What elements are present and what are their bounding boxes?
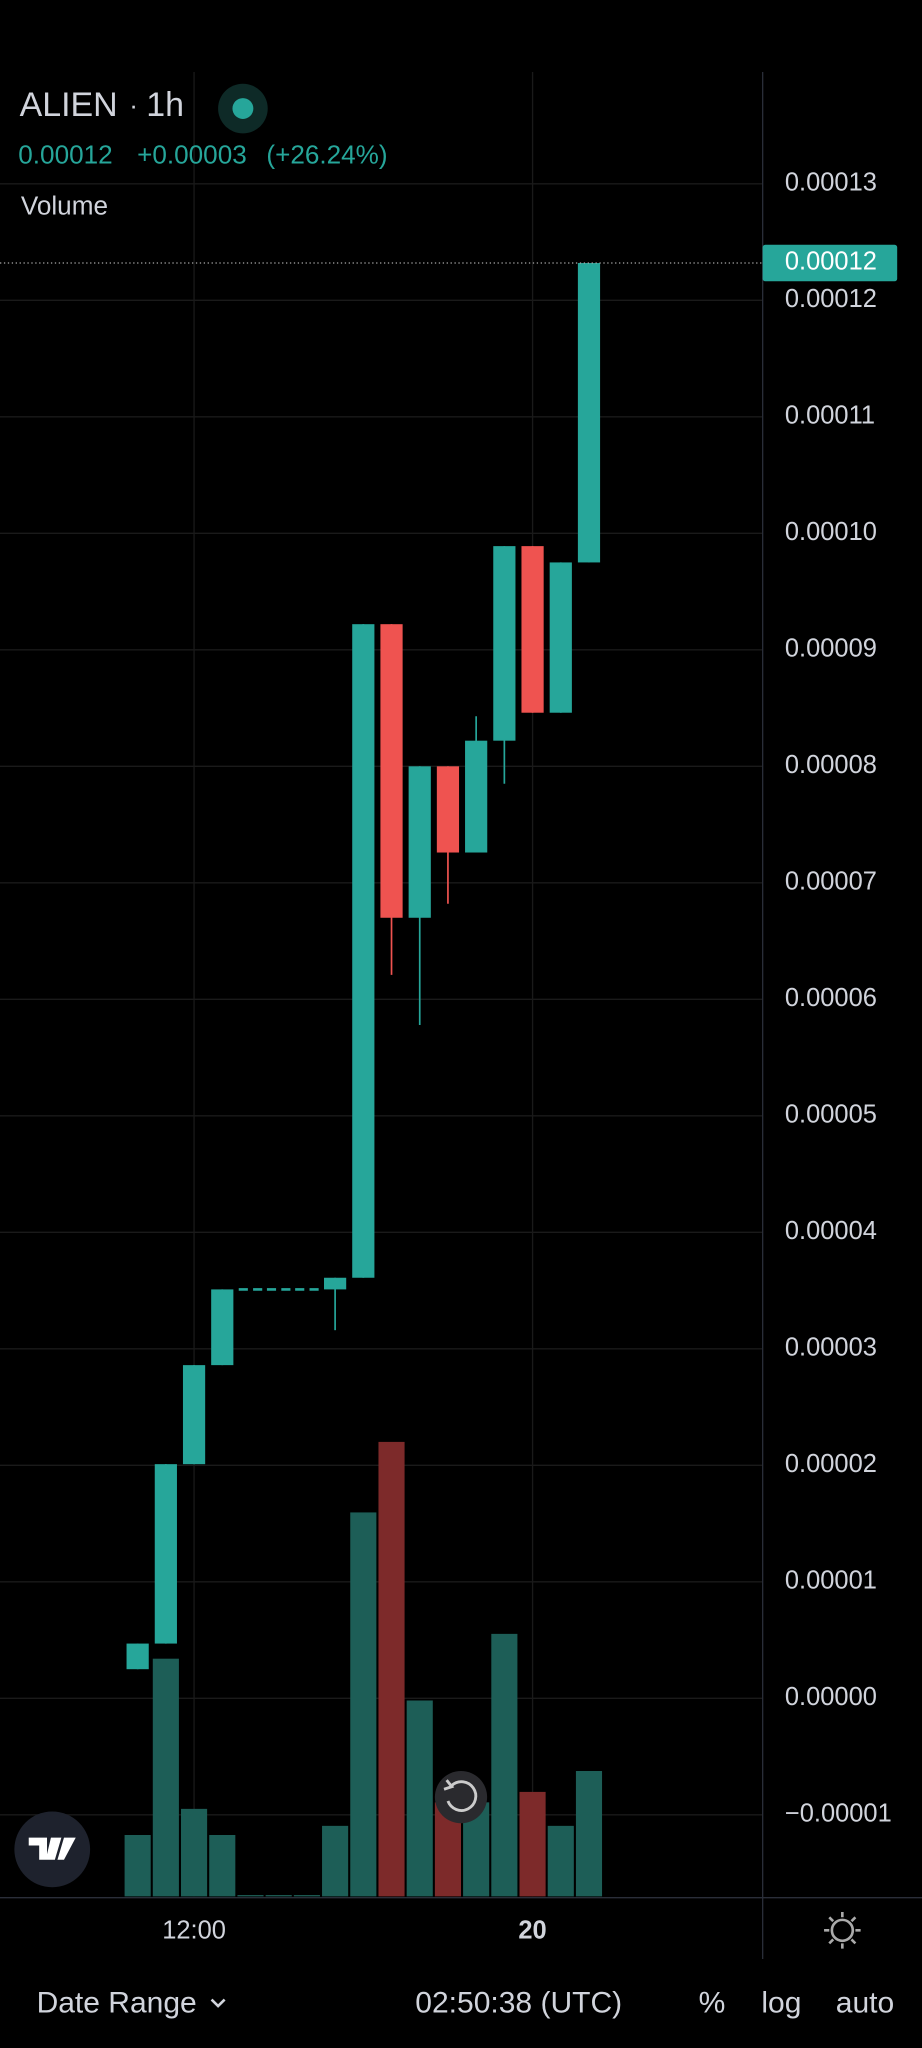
candle-body	[154, 1464, 177, 1644]
candle-body	[380, 624, 403, 918]
price: 0.00012	[18, 140, 112, 170]
volume-bar	[181, 1808, 208, 1897]
y-tick-label: 0.00003	[785, 1334, 877, 1362]
y-tick-label: 0.00010	[785, 518, 877, 546]
candle-body	[182, 1365, 206, 1465]
separator: ·	[129, 90, 138, 120]
change: +0.00003	[137, 140, 247, 170]
volume-bar	[293, 1895, 320, 1897]
volume-bar	[547, 1825, 574, 1897]
candle-body	[352, 624, 375, 1278]
candle-body	[549, 562, 572, 713]
volume-bar	[152, 1658, 179, 1897]
log-toggle[interactable]: log	[761, 1987, 801, 2020]
last-price-label: 0.00012	[785, 248, 877, 276]
interval[interactable]: 1h	[146, 86, 184, 124]
percent-toggle[interactable]: %	[699, 1987, 726, 2020]
candle-body	[465, 740, 488, 853]
y-tick-label: −0.00001	[785, 1800, 892, 1828]
logo-mark	[28, 1837, 76, 1860]
volume-bar	[237, 1895, 264, 1897]
reset-button[interactable]	[434, 1771, 488, 1824]
volume-bar	[124, 1834, 151, 1897]
y-tick-label: 0.00008	[785, 751, 877, 779]
y-tick-label: 0.00000	[785, 1683, 877, 1711]
y-tick-label: 0.00012	[785, 285, 877, 313]
volume-layer	[124, 1441, 603, 1897]
time[interactable]: 02:50:38 (UTC)	[415, 1987, 622, 2020]
candle-body	[408, 766, 431, 918]
candle-body	[211, 1289, 234, 1366]
date-range[interactable]: Date Range	[37, 1987, 197, 2020]
y-tick-label: 0.00001	[785, 1567, 877, 1595]
symbol[interactable]: ALIEN	[20, 86, 118, 124]
candle-body	[324, 1277, 347, 1290]
reset-icon	[443, 1779, 478, 1812]
volume-bar	[406, 1700, 433, 1897]
volume-bar	[209, 1834, 236, 1897]
indicator[interactable]: Volume	[21, 191, 108, 221]
volume-bar	[350, 1512, 377, 1897]
y-tick-label: 0.00013	[785, 169, 877, 197]
auto-toggle[interactable]: auto	[836, 1987, 894, 2020]
status-dot	[232, 98, 254, 119]
ticks: 0.00013 0.00012 0.00011 0.00010 0.00009 0.000…	[162, 169, 898, 1944]
settings-icon[interactable]	[824, 1912, 861, 1949]
y-tick-label: 0.00002	[785, 1450, 877, 1478]
volume-bar	[322, 1825, 349, 1897]
candle-body	[126, 1643, 149, 1670]
x-tick-label: 12:00	[162, 1916, 226, 1944]
chevron	[210, 1998, 226, 2008]
y-tick-label: 0.00009	[785, 635, 877, 663]
x-tick-label: 20	[518, 1916, 546, 1944]
volume-bar	[491, 1633, 518, 1897]
change-pct: (+26.24%)	[266, 140, 387, 170]
candle-body	[577, 263, 601, 563]
candle-body	[521, 546, 544, 713]
volume-bar	[575, 1771, 603, 1897]
y-tick-label: 0.00006	[785, 984, 877, 1012]
volume-bar	[519, 1791, 546, 1897]
candle-body	[436, 766, 460, 853]
volume-bar	[265, 1895, 292, 1897]
candle-layer	[0, 262, 763, 1670]
candle-body	[493, 546, 516, 741]
y-tick-label: 0.00007	[785, 868, 877, 896]
y-tick-label: 0.00005	[785, 1101, 877, 1129]
last-price-tag	[762, 244, 898, 282]
y-tick-label: 0.00011	[785, 402, 875, 430]
volume-bar	[378, 1441, 405, 1897]
y-tick-label: 0.00004	[785, 1217, 877, 1245]
